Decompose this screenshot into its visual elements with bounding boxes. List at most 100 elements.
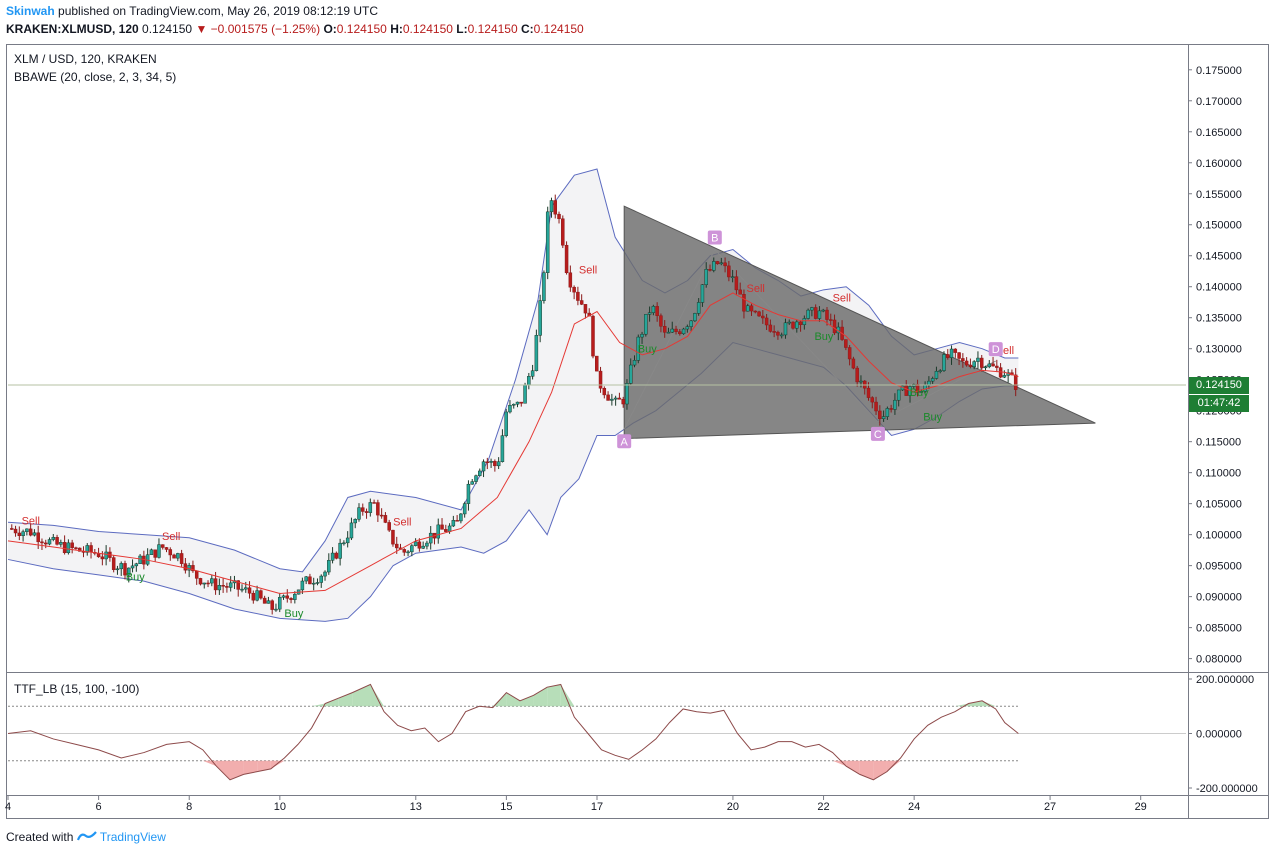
candle-body [13, 528, 18, 534]
price-axis-label: 0.165000 [1196, 127, 1242, 139]
pattern-point-marker [707, 230, 722, 245]
oscillator-oversold-fill [846, 760, 860, 775]
buy-signal-label: Buy [814, 331, 833, 343]
candle-body [651, 306, 656, 313]
candle-body [572, 286, 576, 293]
candle-body [96, 553, 101, 558]
candle-body [674, 328, 678, 332]
candle-body [598, 370, 603, 389]
candle-body [153, 549, 157, 558]
buy-signal-label: Buy [284, 608, 303, 620]
candle-body [979, 357, 984, 368]
main-legend-pair[interactable]: XLM / USD, 120, KRAKEN [14, 52, 157, 66]
sell-signal-label: Sell [22, 515, 40, 527]
candle-body [221, 585, 225, 587]
candle-body [244, 587, 248, 590]
candle-body [625, 383, 629, 405]
oscillator-oversold-fill [257, 760, 271, 772]
author-name[interactable]: Skinwah [6, 4, 55, 18]
open-value: 0.124150 [336, 22, 387, 36]
candle-body [549, 200, 554, 213]
candle-body [217, 585, 222, 591]
candle-body [527, 376, 531, 386]
tradingview-logo-icon[interactable] [76, 830, 100, 844]
candle-body [987, 363, 992, 368]
price-axis-label: 0.080000 [1196, 654, 1242, 666]
pane-divider[interactable] [6, 672, 1269, 673]
candle-body [515, 401, 520, 405]
tradingview-brand[interactable]: TradingView [99, 830, 166, 844]
candle-body [247, 587, 252, 594]
candle-body [447, 525, 452, 532]
oscillator-overbought-fill [547, 684, 561, 707]
candle-body [915, 384, 920, 393]
candle-body [719, 262, 724, 265]
price-axis-label: 0.135000 [1196, 313, 1242, 325]
oscillator-overbought-fill [370, 684, 385, 707]
candle-body [410, 545, 414, 553]
candle-body [21, 531, 25, 536]
time-axis-label: 6 [96, 801, 102, 813]
candle-body [647, 312, 652, 315]
low-value: 0.124150 [467, 22, 518, 36]
candle-body [394, 543, 399, 549]
candle-body [881, 416, 886, 420]
candle-body [304, 576, 308, 582]
candle-body [579, 300, 584, 305]
candle-body [496, 461, 501, 467]
candle-body [530, 370, 535, 377]
candle-body [813, 307, 818, 319]
candle-body [387, 522, 391, 531]
candle-body [70, 542, 74, 548]
candle-body [670, 328, 674, 333]
time-axis-label: 10 [274, 801, 286, 813]
candle-body [508, 404, 512, 413]
price-axis-label: 0.170000 [1196, 96, 1242, 108]
sell-signal-label: Sell [162, 531, 180, 543]
main-legend-indicator[interactable]: BBAWE (20, close, 2, 3, 34, 5) [14, 70, 177, 84]
oscillator-pane[interactable] [7, 683, 1186, 781]
candle-body [1013, 374, 1018, 390]
sell-signal-label: Sell [393, 517, 411, 529]
candle-body [179, 553, 184, 564]
published-text: published on TradingView.com, May 26, 20… [58, 4, 379, 18]
oscillator-legend[interactable]: TTF_LB (15, 100, -100) [14, 682, 140, 696]
candle-body [406, 551, 410, 554]
candle-body [474, 475, 478, 482]
candle-body [262, 597, 267, 604]
candle-body [444, 529, 448, 532]
candle-body [821, 309, 825, 312]
candle-body [791, 321, 795, 329]
candle-body [613, 397, 618, 400]
candle-body [176, 553, 180, 559]
price-axis-label: 0.100000 [1196, 530, 1242, 542]
candle-body [100, 556, 105, 560]
candle-body [191, 565, 195, 572]
candle-body [357, 507, 361, 520]
oscillator-axis-label: -200.000000 [1196, 783, 1258, 795]
candle-body [470, 481, 474, 485]
candle-body [689, 320, 693, 327]
candle-body [111, 557, 116, 570]
candle-body [817, 310, 822, 319]
main-price-pane[interactable]: Sell Buy Sell Buy Sell Sell Buy Sell Buy Sell Buy B… [7, 168, 1186, 622]
candle-body [493, 461, 497, 467]
candle-body [553, 200, 557, 215]
candle-body [776, 331, 780, 336]
oscillator-overbought-fill [560, 684, 575, 707]
bollinger-basis-line [7, 292, 1019, 595]
candle-body [77, 547, 82, 552]
candle-body [795, 321, 799, 329]
candle-body [749, 305, 754, 312]
candle-body [583, 304, 588, 314]
candle-body [927, 380, 931, 386]
time-axis-label: 27 [1044, 801, 1056, 813]
candle-body [255, 590, 259, 601]
time-axis-label: 13 [410, 801, 422, 813]
candle-body [855, 367, 859, 383]
candle-body [678, 331, 682, 335]
candle-body [519, 401, 524, 404]
oscillator-oversold-fill [859, 760, 874, 780]
last-price-tag: 0.124150 [1189, 376, 1249, 394]
